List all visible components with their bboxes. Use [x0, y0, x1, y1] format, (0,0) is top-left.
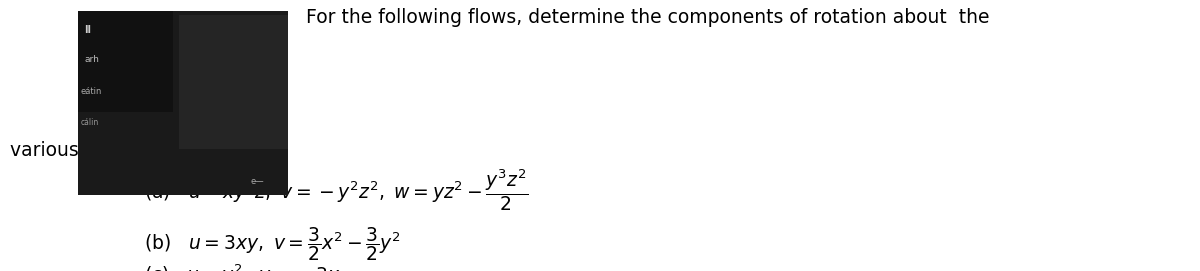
Text: e—: e—	[250, 177, 264, 186]
Text: cálin: cálin	[80, 118, 98, 127]
Text: II: II	[84, 25, 91, 35]
Bar	[179, 15, 288, 149]
Text: (c)   $u = y^2,\ v = -3x$: (c) $u = y^2,\ v = -3x$	[144, 263, 341, 271]
Text: arh: arh	[84, 56, 98, 64]
Text: For the following flows, determine the components of rotation about  the: For the following flows, determine the c…	[306, 8, 990, 27]
Text: (a)   $u = xy^3z,\ v = -y^2z^2,\ w = yz^2 - \dfrac{y^3z^2}{2}$: (a) $u = xy^3z,\ v = -y^2z^2,\ w = yz^2 …	[144, 168, 528, 213]
Text: eátin: eátin	[80, 87, 102, 96]
Bar	[78, 11, 288, 195]
Text: (b)   $u = 3xy,\ v = \dfrac{3}{2}x^2 - \dfrac{3}{2}y^2$: (b) $u = 3xy,\ v = \dfrac{3}{2}x^2 - \df…	[144, 225, 401, 263]
Bar	[78, 11, 173, 112]
Text: various axes.: various axes.	[10, 141, 133, 160]
